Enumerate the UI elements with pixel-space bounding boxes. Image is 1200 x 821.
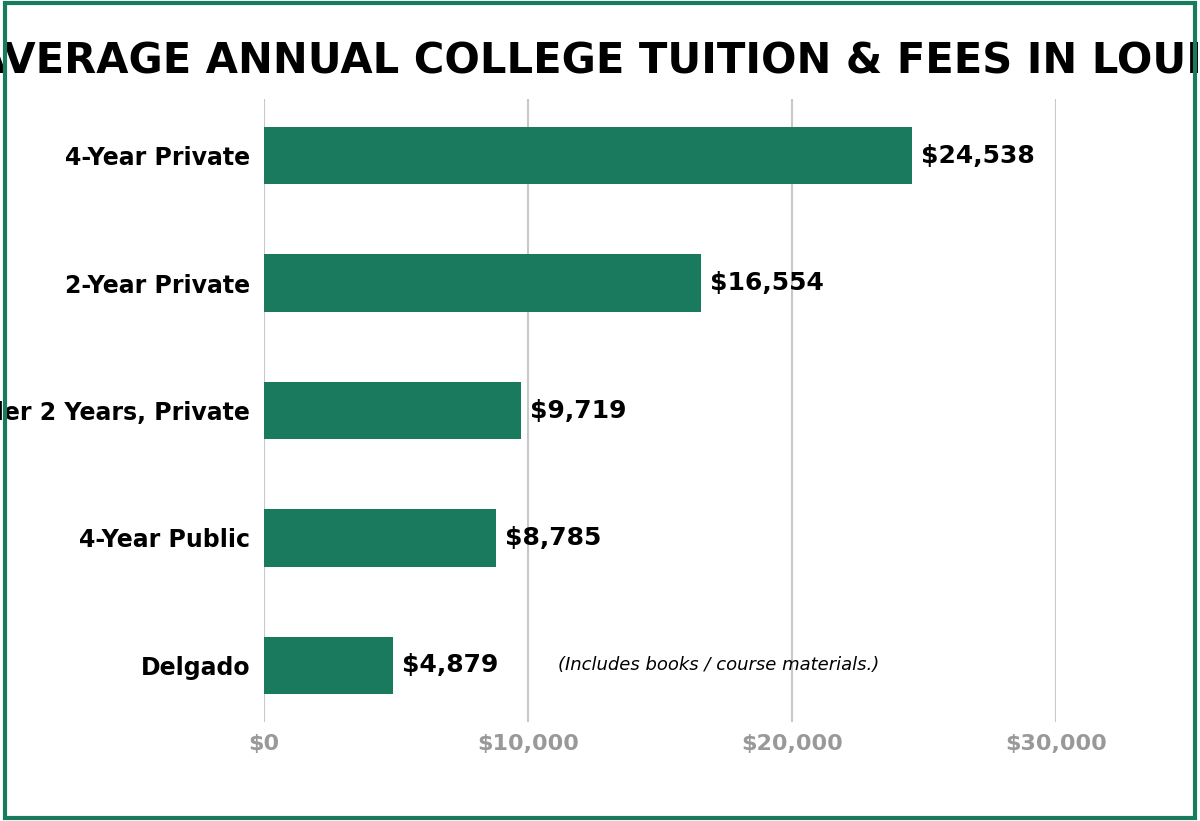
Bar <box>264 382 521 439</box>
Bar <box>264 509 496 566</box>
Text: $16,554: $16,554 <box>710 271 824 295</box>
Text: (Includes books / course materials.): (Includes books / course materials.) <box>558 657 880 674</box>
Text: $9,719: $9,719 <box>530 398 626 423</box>
Bar <box>264 127 912 184</box>
Bar <box>264 637 392 694</box>
Text: $4,879: $4,879 <box>402 654 498 677</box>
Bar <box>264 255 701 312</box>
Text: $8,785: $8,785 <box>505 526 601 550</box>
Title: AVERAGE ANNUAL COLLEGE TUITION & FEES IN LOUISIANA: AVERAGE ANNUAL COLLEGE TUITION & FEES IN… <box>0 40 1200 83</box>
Text: $24,538: $24,538 <box>922 144 1034 167</box>
